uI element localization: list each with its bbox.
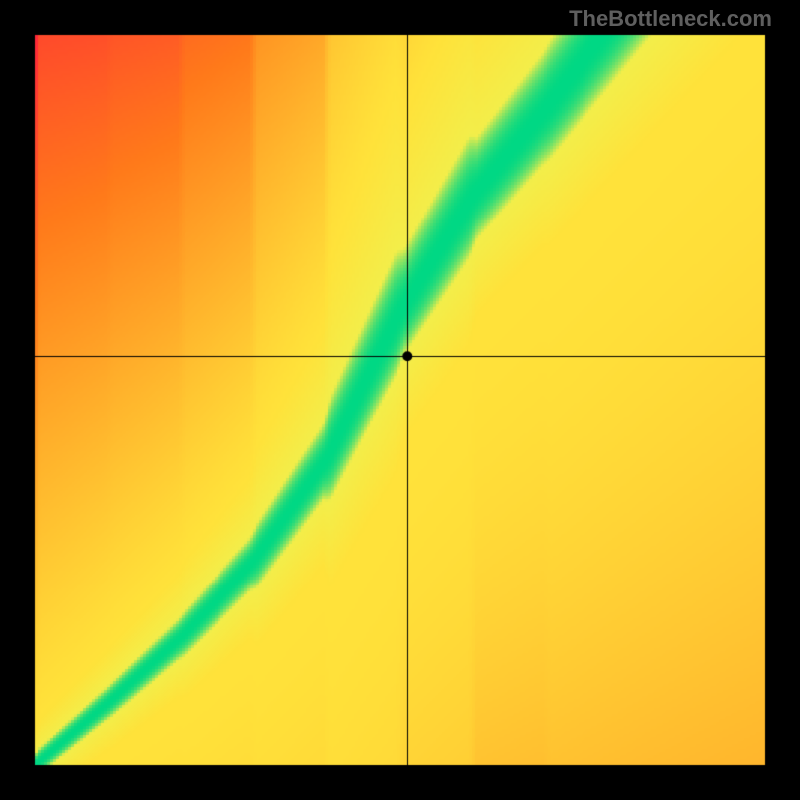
watermark-text: TheBottleneck.com <box>569 6 772 32</box>
bottleneck-heatmap <box>0 0 800 800</box>
